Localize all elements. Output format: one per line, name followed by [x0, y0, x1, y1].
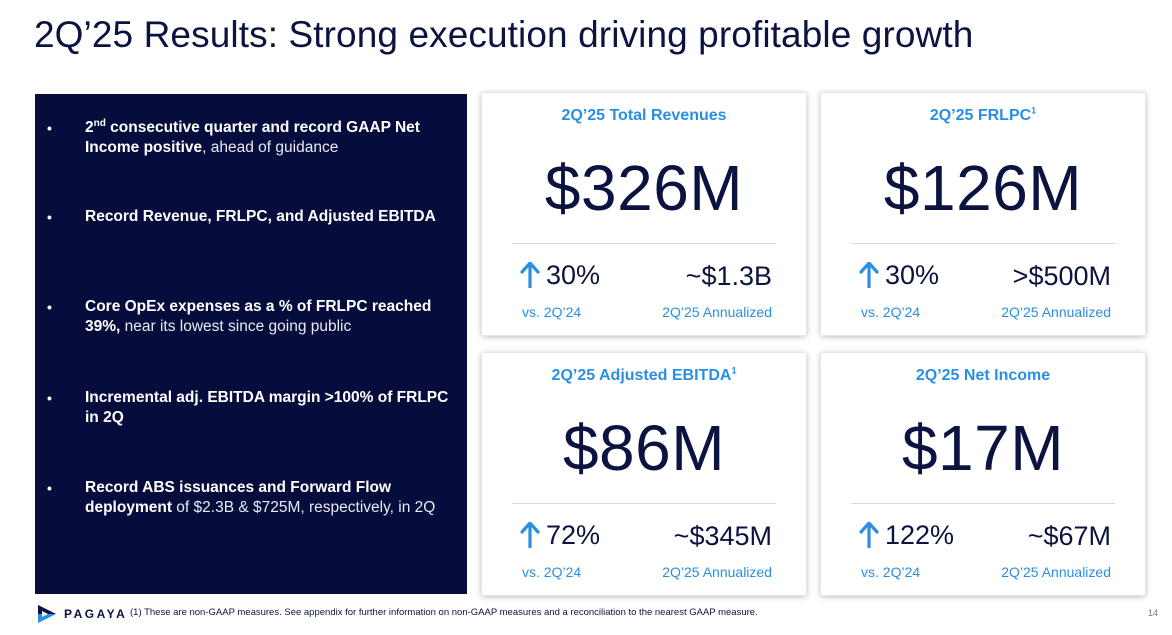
card-label: 2Q’25 Adjusted EBITDA1	[551, 365, 737, 384]
card-value: $126M	[883, 152, 1083, 224]
bullet-text: Incremental adj. EBITDA margin >100% of …	[85, 389, 449, 426]
growth-value: 72%	[520, 520, 600, 550]
growth-value: 30%	[859, 260, 939, 290]
annualized-value: ~$67M	[1027, 521, 1111, 551]
bullet-text: 2nd consecutive quarter and record GAAP …	[85, 117, 420, 156]
page-title: 2Q’25 Results: Strong execution driving …	[34, 14, 974, 55]
highlights-panel: • 2nd consecutive quarter and record GAA…	[35, 94, 467, 594]
card-value: $86M	[562, 412, 726, 484]
card-label: 2Q’25 Total Revenues	[561, 107, 727, 124]
page-number: 14	[1147, 608, 1158, 618]
growth-label: vs. 2Q’24	[861, 304, 921, 320]
growth-label: vs. 2Q’24	[861, 564, 921, 580]
card-adjusted-ebitda: 2Q’25 Adjusted EBITDA1 $86M 72% ~$345M v…	[482, 353, 806, 595]
growth-label: vs. 2Q’24	[522, 304, 582, 320]
annualized-label: 2Q’25 Annualized	[1001, 304, 1111, 320]
bullet-dot: •	[47, 480, 52, 496]
card-value: $326M	[544, 152, 744, 224]
card-net-income: 2Q’25 Net Income $17M 122% ~$67M vs. 2Q’…	[821, 353, 1145, 595]
pagaya-logo-icon	[38, 605, 56, 623]
annualized-value: >$500M	[1012, 261, 1111, 291]
bullet-dot: •	[47, 209, 52, 225]
card-divider	[512, 503, 776, 504]
card-divider	[512, 243, 776, 244]
growth-value: 122%	[859, 520, 954, 550]
arrow-up-icon	[520, 262, 540, 288]
arrow-up-icon	[859, 522, 879, 548]
card-frlpc: 2Q’25 FRLPC1 $126M 30% >$500M vs. 2Q’24 …	[821, 93, 1145, 335]
logo-wordmark: PAGAYA	[64, 607, 128, 621]
arrow-up-icon	[859, 262, 879, 288]
bullet-text: Record ABS issuances and Forward Flow de…	[85, 479, 436, 516]
annualized-value: ~$1.3B	[685, 261, 772, 291]
annualized-label: 2Q’25 Annualized	[662, 304, 772, 320]
company-logo: PAGAYA	[36, 603, 127, 625]
card-divider	[851, 503, 1115, 504]
bullet-text: Core OpEx expenses as a % of FRLPC reach…	[85, 298, 432, 335]
footnote: (1) These are non-GAAP measures. See app…	[130, 607, 758, 618]
card-total-revenues: 2Q’25 Total Revenues $326M 30% ~$1.3B vs…	[482, 93, 806, 335]
card-divider	[851, 243, 1115, 244]
growth-value: 30%	[520, 260, 600, 290]
bullet-dot: •	[47, 299, 52, 315]
bullet-text: Record Revenue, FRLPC, and Adjusted EBIT…	[85, 208, 436, 225]
card-value: $17M	[901, 412, 1065, 484]
card-label: 2Q’25 FRLPC1	[929, 105, 1037, 124]
annualized-label: 2Q’25 Annualized	[1001, 564, 1111, 580]
growth-label: vs. 2Q’24	[522, 564, 582, 580]
bullet-dot: •	[47, 390, 52, 406]
annualized-value: ~$345M	[673, 521, 772, 551]
arrow-up-icon	[520, 522, 540, 548]
bullet-dot: •	[47, 120, 52, 136]
card-label: 2Q’25 Net Income	[915, 367, 1051, 384]
annualized-label: 2Q’25 Annualized	[662, 564, 772, 580]
